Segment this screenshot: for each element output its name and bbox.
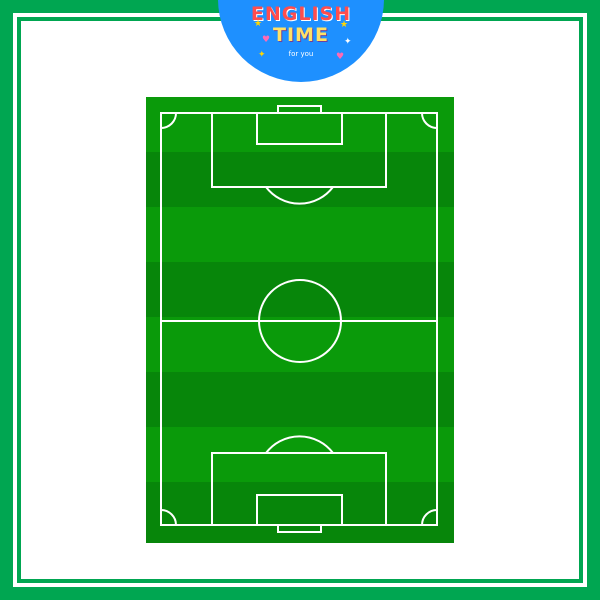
heart-icon: ♥ — [262, 35, 271, 45]
corner-arc-top-right — [421, 112, 438, 129]
top-goal-area — [256, 112, 343, 145]
bottom-penalty-arc — [265, 435, 334, 454]
logo-english-text: ENGLISH — [250, 3, 352, 25]
corner-arc-bottom-right — [421, 509, 438, 526]
corner-arc-top-left — [160, 112, 177, 129]
soccer-field — [146, 97, 454, 543]
heart-icon: ♥ — [336, 52, 345, 62]
star-icon: ★ — [254, 19, 263, 29]
top-penalty-arc — [265, 186, 334, 205]
star-icon: ✦ — [344, 37, 352, 47]
center-circle — [258, 279, 342, 363]
logo-time-text: TIME — [273, 24, 329, 46]
logo-tagline-text: for you — [288, 50, 314, 58]
star-icon: ★ — [340, 20, 349, 30]
field-stripe — [146, 262, 454, 317]
field-stripe — [146, 482, 454, 543]
field-stripe — [146, 372, 454, 427]
corner-arc-bottom-left — [160, 509, 177, 526]
bottom-goal-area — [256, 494, 343, 526]
star-icon: ✦ — [258, 50, 266, 60]
field-stripe — [146, 152, 454, 207]
